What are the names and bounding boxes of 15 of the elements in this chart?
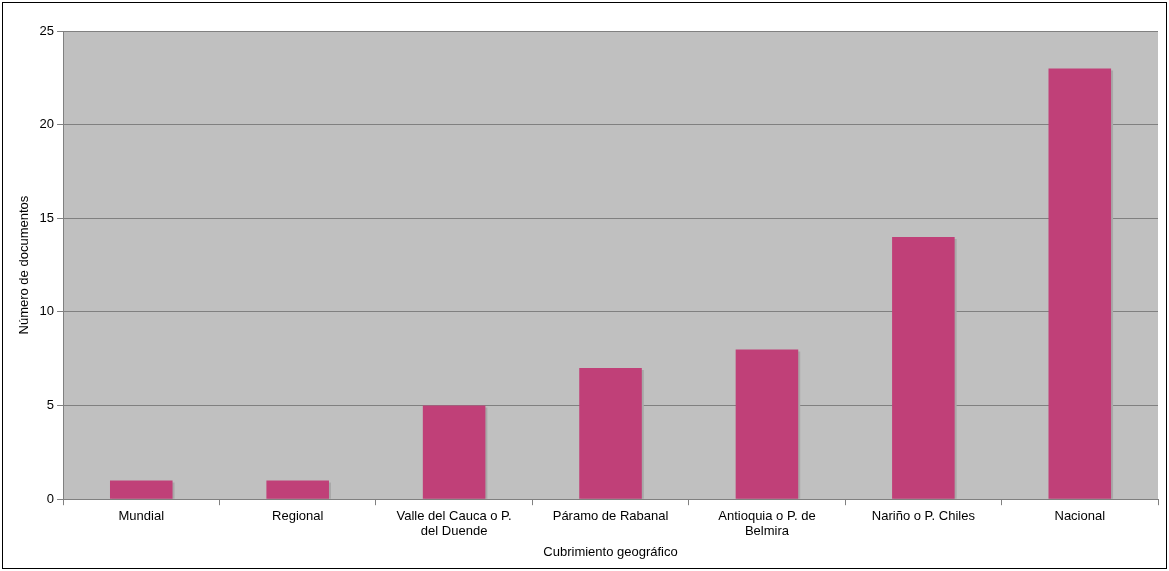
y-tick-label: 10 bbox=[39, 303, 55, 319]
x-tick-label: Valle del Cauca o P. del Duende bbox=[396, 507, 512, 539]
y-tick-label: 5 bbox=[46, 397, 55, 413]
x-tick-label: Páramo de Rabanal bbox=[552, 507, 669, 523]
y-axis-title: Número de documentos bbox=[16, 195, 32, 335]
y-tick-label: 20 bbox=[39, 116, 55, 132]
x-tick-label: Nacional bbox=[1054, 507, 1106, 523]
y-tick-label: 25 bbox=[39, 22, 55, 38]
x-tick-label: Antioquia o P. de Belmira bbox=[718, 507, 816, 539]
y-tick-label: 15 bbox=[39, 209, 55, 225]
x-tick-label: Nariño o P. Chiles bbox=[871, 507, 976, 523]
x-tick-label: Regional bbox=[272, 507, 324, 523]
x-axis-title: Cubrimiento geográfico bbox=[543, 543, 678, 559]
y-tick-label: 0 bbox=[46, 490, 55, 506]
x-tick-label: Mundial bbox=[118, 507, 165, 523]
